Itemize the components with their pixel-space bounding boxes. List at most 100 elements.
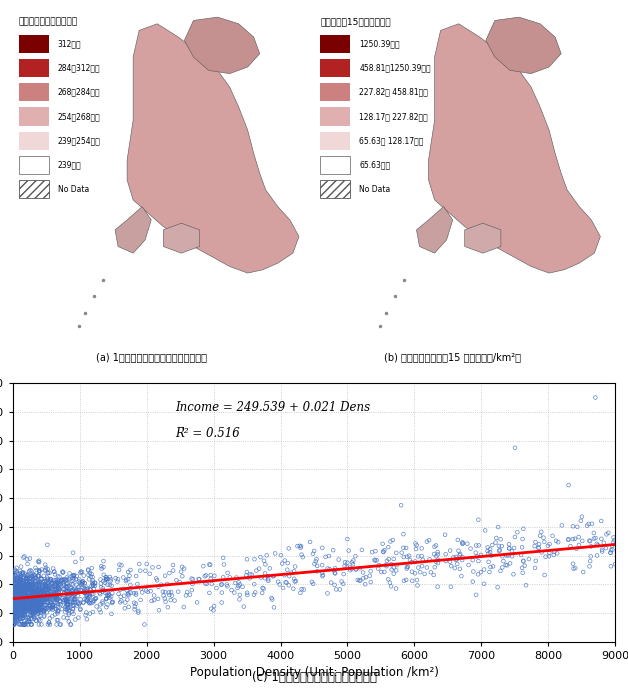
Point bbox=[10, 604, 20, 615]
Point bbox=[583, 518, 593, 529]
Point bbox=[41, 575, 51, 586]
Point bbox=[22, 554, 32, 565]
Point bbox=[40, 593, 50, 604]
Point bbox=[263, 575, 273, 586]
Point bbox=[431, 540, 441, 551]
Point bbox=[577, 535, 587, 546]
Point bbox=[9, 578, 19, 589]
Point bbox=[26, 598, 36, 609]
Point bbox=[99, 569, 109, 580]
Point bbox=[455, 549, 465, 560]
Point bbox=[81, 584, 91, 595]
Point bbox=[11, 587, 21, 598]
Point bbox=[458, 538, 468, 549]
Point bbox=[43, 587, 53, 598]
Point bbox=[244, 573, 254, 584]
Point bbox=[193, 573, 203, 584]
Point bbox=[386, 559, 396, 570]
Point bbox=[557, 520, 567, 531]
Point bbox=[320, 551, 330, 562]
Point bbox=[8, 597, 18, 608]
Point bbox=[55, 584, 65, 595]
Point bbox=[30, 596, 40, 607]
Point bbox=[36, 599, 46, 610]
Point bbox=[40, 592, 50, 603]
Point bbox=[46, 574, 56, 585]
Point bbox=[11, 589, 21, 600]
Point bbox=[39, 586, 49, 597]
Point bbox=[30, 584, 40, 595]
Point bbox=[45, 600, 55, 611]
Point bbox=[17, 593, 27, 604]
Point bbox=[20, 600, 30, 611]
Point bbox=[35, 615, 45, 626]
Point bbox=[57, 566, 67, 577]
Point bbox=[9, 595, 19, 606]
Point bbox=[12, 588, 22, 599]
Point bbox=[227, 584, 237, 595]
Point bbox=[340, 557, 350, 568]
Point bbox=[67, 586, 77, 597]
Point bbox=[19, 598, 29, 609]
Point bbox=[31, 591, 41, 602]
Point bbox=[577, 511, 587, 522]
Point bbox=[23, 573, 33, 584]
Point bbox=[72, 586, 82, 598]
Point bbox=[63, 603, 73, 614]
Point bbox=[18, 578, 28, 589]
Point bbox=[12, 590, 22, 601]
Point bbox=[96, 578, 106, 589]
Point bbox=[517, 533, 528, 544]
Point bbox=[24, 576, 35, 587]
Point bbox=[273, 576, 283, 587]
Point bbox=[9, 574, 19, 585]
Point bbox=[38, 581, 48, 592]
Point bbox=[70, 596, 80, 607]
Point bbox=[131, 598, 141, 609]
Point bbox=[17, 603, 27, 614]
Point bbox=[384, 553, 394, 564]
Point bbox=[44, 604, 54, 615]
Point bbox=[13, 618, 23, 629]
Point bbox=[40, 596, 50, 607]
Point bbox=[582, 520, 592, 531]
Text: 284～312未満: 284～312未満 bbox=[58, 63, 100, 72]
Point bbox=[19, 602, 29, 613]
Point bbox=[20, 590, 30, 601]
Point bbox=[58, 595, 68, 606]
Point bbox=[22, 596, 32, 607]
Point bbox=[9, 589, 19, 600]
Point bbox=[22, 602, 32, 613]
Point bbox=[13, 597, 23, 608]
Point bbox=[17, 613, 27, 624]
Point bbox=[31, 590, 41, 601]
Point bbox=[143, 586, 153, 598]
Bar bbox=[19, 180, 49, 199]
Point bbox=[13, 592, 23, 603]
Point bbox=[87, 589, 97, 600]
Point bbox=[495, 534, 506, 545]
Point bbox=[14, 595, 24, 607]
Text: (c) 1人当たり所得と人口密度の関係: (c) 1人当たり所得と人口密度の関係 bbox=[252, 671, 376, 684]
Point bbox=[597, 546, 607, 557]
Point bbox=[23, 578, 33, 589]
Point bbox=[31, 589, 41, 600]
Point bbox=[26, 595, 36, 606]
Point bbox=[11, 611, 21, 622]
Point bbox=[35, 593, 45, 604]
Point bbox=[64, 609, 74, 620]
Point bbox=[162, 578, 172, 589]
Point bbox=[429, 549, 439, 560]
Point bbox=[20, 619, 30, 630]
Point bbox=[355, 575, 365, 586]
Point bbox=[24, 616, 34, 627]
Point bbox=[78, 597, 88, 608]
Point bbox=[16, 600, 26, 611]
Point bbox=[116, 595, 126, 607]
Text: 65.63未満: 65.63未満 bbox=[359, 161, 391, 170]
Point bbox=[26, 571, 36, 582]
Point bbox=[14, 587, 24, 598]
Point bbox=[11, 600, 21, 611]
Point bbox=[455, 550, 465, 561]
Point bbox=[8, 584, 18, 595]
